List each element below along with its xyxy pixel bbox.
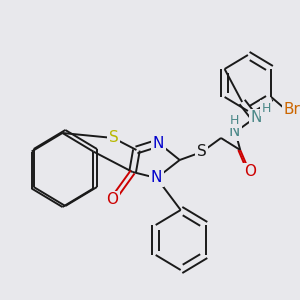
- Text: N: N: [251, 110, 262, 125]
- Text: N: N: [151, 170, 162, 185]
- Text: S: S: [109, 130, 118, 146]
- Text: H: H: [230, 113, 239, 127]
- Text: N: N: [229, 124, 240, 140]
- Text: O: O: [106, 193, 119, 208]
- Text: Br: Br: [284, 101, 300, 116]
- Text: O: O: [244, 164, 256, 179]
- Text: N: N: [153, 136, 164, 151]
- Text: S: S: [197, 145, 207, 160]
- Text: H: H: [262, 101, 271, 115]
